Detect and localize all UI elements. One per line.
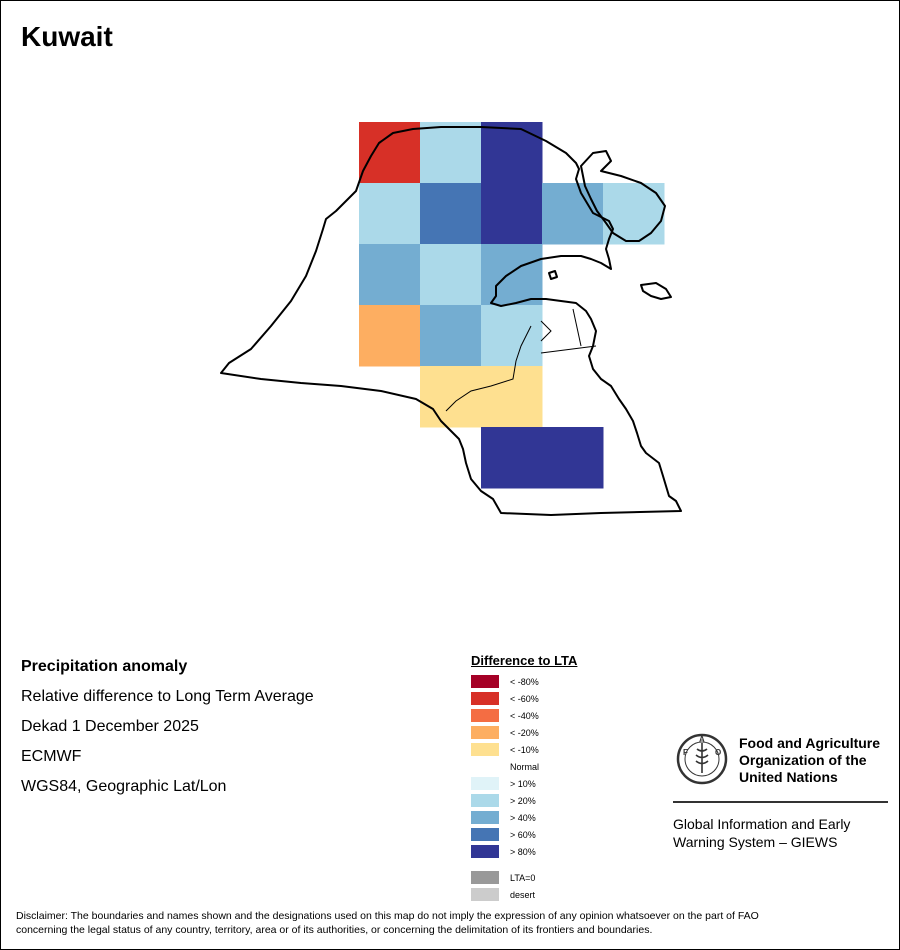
anomaly-cell	[359, 244, 421, 306]
legend-swatch	[471, 777, 499, 790]
district-lines	[445, 308, 597, 412]
legend-label: > 60%	[510, 829, 536, 840]
legend-label: < -60%	[510, 693, 539, 704]
anomaly-cell	[359, 183, 421, 245]
fao-org-line: Organization of the	[739, 752, 867, 768]
legend-label: < -40%	[510, 710, 539, 721]
info-line: Dekad 1 December 2025	[21, 718, 199, 735]
legend-item: < -10%	[471, 741, 577, 758]
boubyan-island	[580, 150, 666, 242]
legend-label: desert	[510, 889, 536, 900]
legend-label: > 20%	[510, 795, 536, 806]
anomaly-cell	[359, 305, 421, 367]
district-boundary	[572, 308, 582, 347]
legend-swatch	[471, 743, 499, 756]
legend-item: < -80%	[471, 673, 577, 690]
small-island	[548, 270, 558, 280]
legend-items: < -80% < -60% < -40% < -20% < -10% Normal > 10…	[471, 673, 577, 860]
anomaly-grid	[359, 122, 665, 489]
legend-item: desert	[471, 886, 577, 903]
fao-organization-name: Food and Agriculture Organization of the…	[739, 735, 899, 786]
anomaly-cell	[542, 427, 604, 489]
map-title: Kuwait	[21, 21, 113, 52]
info-line: WGS84, Geographic Lat/Lon	[21, 778, 227, 795]
district-boundary	[445, 325, 532, 412]
info-line: Relative difference to Long Term Average	[21, 688, 314, 705]
legend-label: > 80%	[510, 846, 536, 857]
legend-item: > 10%	[471, 775, 577, 792]
legend-item: > 20%	[471, 792, 577, 809]
anomaly-cell	[481, 244, 543, 306]
svg-text:F: F	[683, 748, 688, 757]
anomaly-cell	[420, 305, 482, 367]
legend-label: < -10%	[510, 744, 539, 755]
kuwait-outline	[220, 126, 682, 516]
anomaly-cell	[481, 183, 543, 245]
anomaly-cell	[420, 122, 482, 184]
legend-swatch	[471, 845, 499, 858]
anomaly-cell	[481, 427, 543, 489]
anomaly-cell	[359, 122, 421, 184]
legend: Difference to LTA < -80% < -60% < -40% < -2…	[471, 653, 577, 903]
fao-logo-icon: F A O	[676, 733, 728, 785]
legend-item: > 60%	[471, 826, 577, 843]
legend-swatch	[471, 709, 499, 722]
legend-label: Normal	[510, 761, 540, 772]
legend-swatch	[471, 675, 499, 688]
faylaka-island	[640, 282, 672, 300]
legend-item: > 80%	[471, 843, 577, 860]
legend-item: < -20%	[471, 724, 577, 741]
legend-item: < -60%	[471, 690, 577, 707]
giews-line: Warning System – GIEWS	[673, 834, 838, 850]
legend-label: < -80%	[510, 676, 539, 687]
giews-line: Global Information and Early	[673, 816, 851, 832]
disclaimer-line: concerning the legal status of any count…	[16, 924, 653, 936]
legend-label: < -20%	[510, 727, 539, 738]
anomaly-cell	[481, 305, 543, 367]
disclaimer: Disclaimer: The boundaries and names sho…	[16, 909, 886, 937]
anomaly-cell	[420, 244, 482, 306]
legend-swatch	[471, 811, 499, 824]
legend-item: LTA=0	[471, 869, 577, 886]
district-boundary	[540, 345, 597, 354]
legend-swatch	[471, 888, 499, 901]
legend-extra-items: LTA=0 desert	[471, 869, 577, 903]
legend-label: > 10%	[510, 778, 536, 789]
info-heading: Precipitation anomaly	[21, 658, 188, 675]
fao-divider	[673, 801, 888, 803]
legend-label: LTA=0	[510, 872, 536, 883]
map-info: Precipitation anomaly Relative differenc…	[21, 657, 314, 807]
anomaly-cell	[481, 366, 543, 428]
fao-org-line: United Nations	[739, 769, 838, 785]
legend-label: > 40%	[510, 812, 536, 823]
anomaly-cell	[420, 366, 482, 428]
info-line: ECMWF	[21, 748, 82, 765]
disclaimer-line: Disclaimer: The boundaries and names sho…	[16, 910, 759, 922]
legend-swatch	[471, 828, 499, 841]
legend-swatch	[471, 692, 499, 705]
legend-swatch	[471, 871, 499, 884]
legend-title: Difference to LTA	[471, 653, 578, 668]
anomaly-cell	[481, 122, 543, 184]
kuwait-border	[220, 126, 682, 516]
svg-text:A: A	[699, 735, 705, 744]
legend-swatch	[471, 760, 499, 773]
fao-org-line: Food and Agriculture	[739, 735, 881, 751]
anomaly-cell	[420, 183, 482, 245]
district-boundary	[540, 320, 552, 342]
giews-name: Global Information and Early Warning Sys…	[673, 815, 899, 851]
legend-swatch	[471, 726, 499, 739]
legend-swatch	[471, 794, 499, 807]
legend-item: < -40%	[471, 707, 577, 724]
legend-item: > 40%	[471, 809, 577, 826]
legend-item: Normal	[471, 758, 577, 775]
svg-text:O: O	[715, 748, 721, 757]
